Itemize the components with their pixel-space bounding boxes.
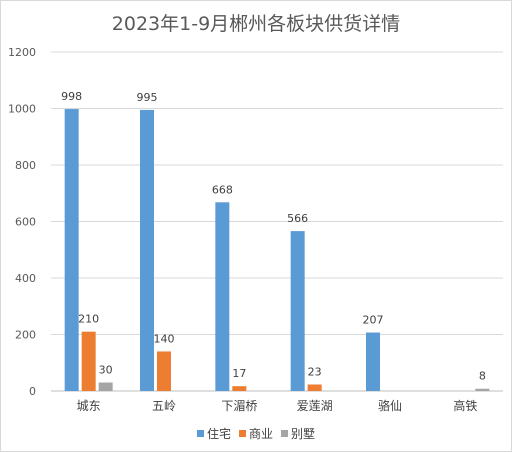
data-label: 8 xyxy=(479,370,486,383)
data-label: 566 xyxy=(287,212,308,225)
y-tick-label: 200 xyxy=(15,329,36,342)
data-label: 140 xyxy=(154,332,175,345)
chart-title: 2023年1-9月郴州各板块供货详情 xyxy=(111,13,401,35)
legend-label: 商业 xyxy=(248,427,273,441)
data-label: 995 xyxy=(137,91,158,104)
bar xyxy=(475,388,490,391)
bar xyxy=(290,231,305,391)
data-label: 17 xyxy=(232,367,246,380)
x-tick-label: 下湄桥 xyxy=(221,399,257,413)
data-label: 668 xyxy=(212,183,233,196)
legend-swatch xyxy=(238,430,246,437)
y-tick-label: 1000 xyxy=(8,103,36,116)
x-tick-label: 五岭 xyxy=(152,399,176,413)
y-tick-label: 400 xyxy=(15,272,36,285)
bar xyxy=(98,382,113,391)
legend-item: 住宅 xyxy=(196,425,231,442)
x-tick-label: 骆仙 xyxy=(378,398,402,413)
legend-item: 商业 xyxy=(238,425,273,442)
bar xyxy=(307,384,322,391)
legend-label: 住宅 xyxy=(206,427,231,441)
bar xyxy=(157,351,171,391)
data-label: 207 xyxy=(363,314,384,327)
x-tick-label: 高铁 xyxy=(453,398,477,413)
y-tick-label: 1200 xyxy=(8,46,36,59)
data-label: 30 xyxy=(99,364,113,377)
bar xyxy=(140,109,154,391)
legend-swatch xyxy=(281,430,288,437)
legend-item: 别墅 xyxy=(281,425,315,442)
x-tick-label: 城东 xyxy=(77,399,101,413)
bar xyxy=(81,331,96,391)
data-label: 23 xyxy=(308,366,322,379)
bar xyxy=(64,109,79,391)
y-tick-label: 0 xyxy=(29,385,36,398)
x-tick-label: 爱莲湖 xyxy=(297,398,333,413)
bar xyxy=(366,332,380,391)
bar xyxy=(215,202,230,391)
y-tick-label: 800 xyxy=(15,159,36,172)
legend-swatch xyxy=(196,430,204,437)
legend-label: 别墅 xyxy=(291,427,316,441)
y-tick-label: 600 xyxy=(15,216,36,229)
data-label: 998 xyxy=(61,90,82,103)
data-label: 210 xyxy=(78,313,99,326)
chart-legend: 住宅 商业 别墅 xyxy=(1,425,511,442)
bar xyxy=(232,386,247,391)
